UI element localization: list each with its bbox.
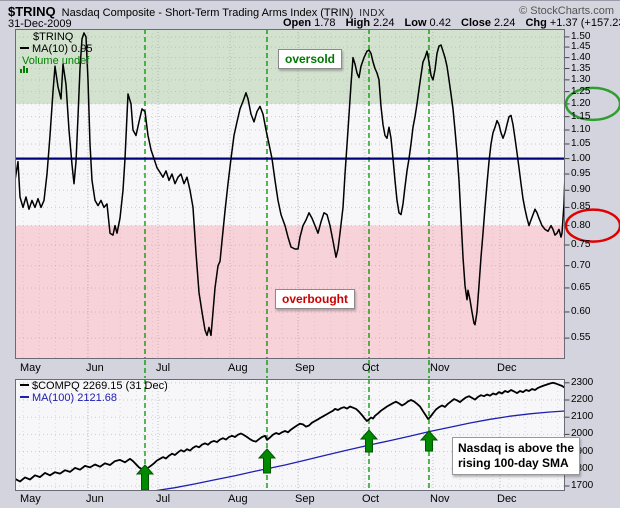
ma100-line-swatch (20, 396, 29, 399)
x-axis-month-label: Sep (295, 493, 315, 505)
copyright-text: © StockCharts.com (519, 5, 614, 17)
buy-signal-arrow-icon (359, 429, 379, 453)
open-value: 1.78 (314, 17, 336, 29)
lower-panel-legend: $COMPQ 2269.15 (31 Dec) MA(100) 2121.68 (20, 380, 168, 404)
y-axis-tick: 1.35 (571, 62, 591, 74)
oversold-annotation: oversold (278, 49, 343, 69)
y-axis-tick: 1700 (571, 480, 594, 491)
quote-date: 31-Dec-2009 (8, 18, 72, 30)
legend-ma10-label: MA(10) 0.95 (32, 43, 93, 55)
x-axis-month-label: Aug (228, 362, 248, 374)
chart-header: $TRINQ Nasdaq Composite - Short-Term Tra… (8, 4, 385, 19)
legend-ma100-label: MA(100) 2121.68 (32, 392, 117, 404)
sma-note-line1: Nasdaq is above the (458, 441, 575, 455)
buy-signal-arrow-icon (419, 430, 439, 452)
compq-line-swatch (20, 384, 29, 387)
y-axis-tick: 1.50 (571, 30, 591, 42)
ma10-line-swatch (20, 47, 29, 50)
x-axis-month-label: Nov (430, 362, 450, 374)
ticker-symbol: $TRINQ (8, 4, 56, 19)
legend-trinq-symbol: $TRINQ (33, 31, 74, 43)
y-axis-tick: 1.05 (571, 137, 591, 149)
low-value: 0.42 (429, 17, 451, 29)
y-axis-tick: 0.65 (571, 281, 591, 293)
high-value: 2.24 (373, 17, 395, 29)
y-axis-tick: 0.75 (571, 238, 591, 250)
y-axis-tick: 0.70 (571, 259, 591, 271)
x-axis-month-label: Jul (156, 493, 171, 505)
sma-note-line2: rising 100-day SMA (458, 456, 569, 470)
change-value: +1.37 (+157.23%) (549, 17, 620, 29)
y-axis-tick: 1.30 (571, 73, 591, 85)
x-axis-month-label: Jun (86, 362, 104, 374)
trin-chart-svg (15, 29, 565, 359)
y-axis-tick: 1.40 (571, 51, 591, 63)
low-label: Low (404, 17, 427, 29)
chart-title: Nasdaq Composite - Short-Term Trading Ar… (61, 7, 354, 19)
x-axis-month-label: Nov (430, 493, 450, 505)
y-axis-tick: 1.25 (571, 85, 591, 97)
x-axis-month-label: Sep (295, 362, 315, 374)
x-axis-month-label: Dec (497, 362, 517, 374)
y-axis-tick: 1.10 (571, 124, 591, 135)
x-axis-month-label: May (20, 362, 41, 374)
y-axis-tick: 0.85 (571, 201, 591, 213)
change-label: Chg (525, 17, 547, 29)
x-axis-month-label: Oct (362, 362, 380, 374)
circled-tick-annotation (564, 86, 620, 122)
legend-volume-label: Volume undef (22, 55, 90, 67)
y-axis-tick: 0.90 (571, 184, 591, 196)
sma-note-annotation: Nasdaq is above the rising 100-day SMA (452, 437, 581, 475)
buy-signal-arrow-icon (257, 448, 277, 474)
x-axis-month-label: Oct (362, 493, 380, 505)
legend-compq: $COMPQ 2269.15 (31 Dec) (20, 380, 168, 392)
exchange-label: INDX (359, 8, 386, 19)
y-axis-tick: 2100 (571, 411, 594, 423)
legend-ma10: MA(10) 0.95 (20, 43, 93, 55)
x-axis-month-label: Jul (156, 362, 171, 374)
y-axis-tick: 0.60 (571, 305, 591, 317)
overbought-annotation: overbought (275, 289, 355, 309)
main-panel-legend: $TRINQ MA(10) 0.95 Volume undef (20, 31, 93, 73)
x-axis-month-label: Dec (497, 493, 517, 505)
high-label: High (345, 17, 371, 29)
y-axis-tick: 0.95 (571, 168, 591, 180)
y-axis-tick: 0.80 (571, 219, 591, 231)
x-axis-month-label: Aug (228, 493, 248, 505)
x-axis-months-upper: May Jun Jul Aug Sep Oct Nov Dec (15, 362, 575, 377)
circled-tick-annotation (564, 208, 620, 243)
x-axis-month-label: May (20, 493, 41, 505)
legend-volume: Volume undef (20, 55, 93, 73)
x-axis-month-label: Jun (86, 493, 104, 505)
close-value: 2.24 (494, 17, 516, 29)
ohlc-quote: Open 1.78 High 2.24 Low 0.42 Close 2.24 Chg +… (283, 17, 620, 29)
y-axis-tick: 1.45 (571, 41, 591, 53)
legend-compq-label: $COMPQ 2269.15 (31 Dec) (32, 380, 168, 392)
x-axis-months-lower: May Jun Jul Aug Sep Oct Nov Dec (15, 493, 575, 508)
close-label: Close (461, 17, 491, 29)
y-axis-tick: 1.15 (571, 110, 591, 122)
y-axis-tick: 2200 (571, 393, 594, 405)
y-axis-tick: 1.00 (571, 152, 591, 164)
open-label: Open (283, 17, 312, 29)
legend-ma100: MA(100) 2121.68 (20, 392, 168, 404)
y-axis-tick: 2300 (571, 376, 594, 388)
y-axis-tick: 0.55 (571, 332, 591, 344)
y-axis-tick: 1.20 (571, 97, 591, 109)
